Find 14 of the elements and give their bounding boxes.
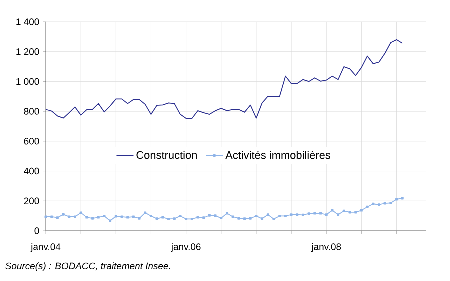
x-tick-label: janv.06 bbox=[171, 243, 201, 252]
y-tick-label: 800 bbox=[24, 108, 40, 115]
x-tick-label: janv.08 bbox=[311, 243, 342, 252]
y-tick-label: 1 200 bbox=[16, 48, 40, 56]
y-tick-label: 400 bbox=[24, 168, 40, 175]
y-tick-label: 1 400 bbox=[16, 18, 40, 26]
legend-label: Construction bbox=[136, 151, 197, 160]
x-tick-label: janv.04 bbox=[30, 243, 61, 252]
y-tick-label: 600 bbox=[24, 138, 40, 145]
y-tick-label: 200 bbox=[24, 198, 40, 204]
y-tick-label: 1 000 bbox=[16, 78, 40, 86]
y-tick-label: 0 bbox=[34, 228, 40, 234]
source-note: Source(s) : BODACC, traitement Insee. bbox=[6, 262, 170, 272]
legend-label: Activités immobilières bbox=[226, 151, 331, 160]
